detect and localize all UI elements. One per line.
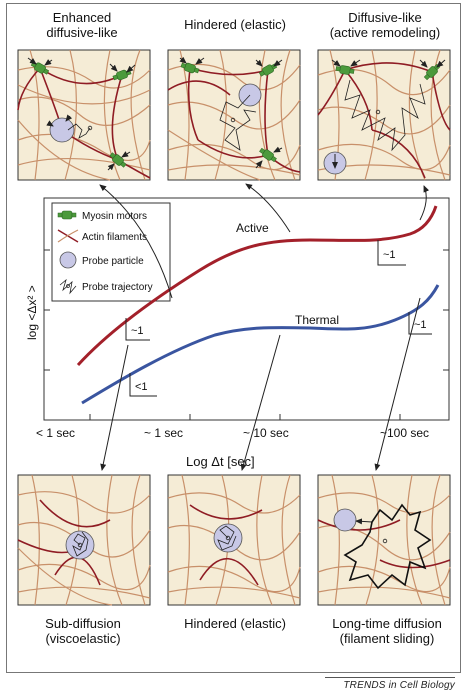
- bottom-panel-1: [17, 474, 151, 606]
- y-axis-label: log <Δx² >: [25, 285, 39, 340]
- series-label-active: Active: [236, 221, 269, 235]
- x-tick-2: ~ 1 sec: [144, 426, 183, 440]
- legend-label-actin: Actin filaments: [82, 232, 147, 243]
- x-tick-4: ~100 sec: [380, 426, 429, 440]
- bottom-panel-2: [167, 474, 301, 606]
- slope-label-thermal-early: <1: [135, 381, 148, 393]
- legend-label-trajectory: Probe trajectory: [82, 282, 153, 293]
- x-tick-1: < 1 sec: [36, 426, 75, 440]
- top-panel-2: [167, 49, 301, 181]
- x-tick-3: ~ 10 sec: [243, 426, 289, 440]
- legend: Myosin motors Actin filaments Probe part…: [51, 202, 171, 302]
- top-panel-title-2: Hindered (elastic): [184, 17, 286, 32]
- top-panel-3: [317, 49, 451, 181]
- slope-label-active-early: ~1: [131, 325, 144, 337]
- bottom-panel-caption-3: Long-time diffusion (filament sliding): [332, 616, 442, 646]
- probe-particle-icon: [59, 251, 77, 269]
- footer-credit: TRENDS in Cell Biology: [343, 680, 455, 691]
- legend-label-myosin: Myosin motors: [82, 211, 147, 222]
- probe-trajectory-icon: [59, 278, 77, 295]
- slope-label-active-late: ~1: [383, 249, 396, 261]
- top-panel-title-1: Enhanced diffusive-like: [46, 10, 118, 40]
- actin-filament-icon: [57, 229, 79, 243]
- thermal-curve: [81, 284, 440, 405]
- bottom-panel-caption-1: Sub-diffusion (viscoelastic): [45, 616, 121, 646]
- legend-label-probe: Probe particle: [82, 256, 144, 267]
- top-panel-title-3: Diffusive-like (active remodeling): [329, 10, 441, 40]
- bottom-panel-3: [317, 474, 451, 606]
- active-curve: [76, 205, 438, 367]
- connector-arrows: [99, 183, 430, 471]
- footer-rule: [325, 677, 455, 678]
- series-label-thermal: Thermal: [295, 313, 339, 327]
- chart: Myosin motors Actin filaments Probe part…: [25, 197, 450, 469]
- bottom-panel-caption-2: Hindered (elastic): [184, 616, 286, 631]
- top-panel-1: [17, 49, 151, 181]
- x-axis-label: Log Δt [sec]: [186, 454, 255, 469]
- slope-label-thermal-late: ~1: [414, 319, 427, 331]
